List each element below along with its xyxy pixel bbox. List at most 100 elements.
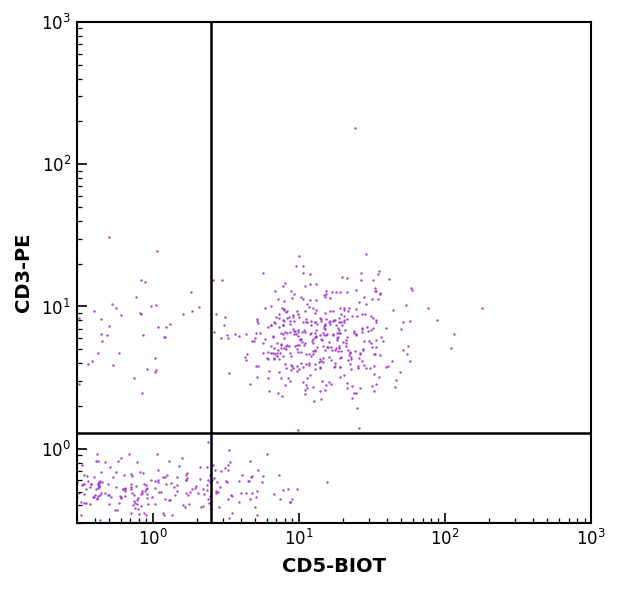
Point — [79, 471, 89, 480]
Point — [322, 343, 332, 352]
Point — [260, 303, 270, 313]
Point — [153, 477, 162, 487]
Point — [349, 328, 359, 337]
Point — [208, 460, 218, 469]
Point — [347, 311, 356, 320]
Point — [350, 388, 360, 397]
Point — [350, 346, 360, 355]
Point — [306, 269, 316, 278]
Point — [278, 305, 288, 314]
Point — [79, 489, 89, 499]
Point — [204, 499, 214, 508]
Point — [136, 502, 146, 511]
Point — [130, 503, 140, 513]
Point — [89, 472, 99, 481]
Point — [317, 376, 327, 386]
Point — [141, 510, 151, 519]
Point — [326, 355, 336, 365]
Point — [94, 477, 104, 486]
Point — [92, 449, 102, 458]
Point — [310, 332, 320, 342]
Point — [86, 479, 96, 489]
Point — [321, 330, 331, 340]
Point — [159, 508, 169, 517]
Point — [274, 310, 284, 319]
Point — [268, 354, 278, 363]
Point — [351, 389, 361, 398]
Point — [185, 487, 195, 497]
Point — [274, 470, 284, 480]
Point — [95, 515, 105, 525]
Point — [280, 343, 290, 352]
Point — [280, 359, 290, 368]
Point — [332, 328, 342, 337]
Point — [294, 341, 304, 350]
Point — [120, 483, 130, 493]
Point — [264, 366, 274, 376]
Point — [301, 349, 311, 359]
Point — [134, 509, 144, 519]
Point — [227, 491, 237, 500]
Point — [307, 337, 317, 346]
Point — [224, 369, 234, 378]
Point — [97, 478, 107, 487]
Point — [273, 294, 283, 303]
Point — [301, 380, 311, 389]
Point — [78, 479, 87, 489]
Point — [131, 293, 141, 302]
Point — [317, 336, 327, 345]
Point — [164, 496, 174, 505]
Point — [274, 368, 284, 377]
Point — [273, 346, 283, 355]
Point — [311, 331, 321, 340]
Point — [106, 493, 116, 502]
Point — [184, 499, 193, 509]
Point — [82, 476, 92, 486]
Point — [206, 504, 216, 514]
Point — [187, 306, 197, 316]
Point — [93, 479, 103, 489]
Point — [299, 327, 309, 336]
Point — [321, 319, 330, 329]
Point — [151, 300, 161, 310]
Point — [311, 333, 321, 342]
Point — [130, 498, 140, 507]
Point — [205, 491, 215, 501]
Point — [139, 508, 149, 517]
Point — [206, 476, 216, 485]
Point — [315, 313, 325, 323]
Point — [358, 345, 368, 354]
Point — [267, 320, 277, 330]
Point — [359, 360, 369, 369]
Point — [291, 261, 301, 270]
Point — [170, 490, 180, 500]
Point — [135, 309, 145, 318]
Point — [252, 316, 262, 326]
Point — [275, 494, 285, 504]
Point — [370, 369, 379, 378]
Point — [113, 457, 123, 466]
Point — [319, 322, 329, 331]
Point — [116, 453, 126, 462]
Point — [368, 276, 378, 285]
Point — [477, 303, 487, 313]
Point — [308, 338, 318, 348]
Point — [375, 289, 385, 298]
Point — [211, 486, 221, 495]
Point — [153, 465, 162, 474]
Point — [166, 319, 175, 329]
Point — [354, 298, 364, 307]
Point — [138, 468, 148, 477]
Point — [278, 315, 288, 324]
Point — [268, 343, 278, 353]
Point — [120, 491, 130, 500]
Point — [371, 342, 381, 352]
Point — [215, 502, 224, 512]
Point — [250, 333, 260, 342]
Point — [285, 316, 295, 326]
Point — [282, 340, 292, 349]
Point — [241, 356, 251, 365]
Point — [296, 348, 306, 357]
Point — [368, 323, 378, 333]
Point — [320, 293, 330, 302]
